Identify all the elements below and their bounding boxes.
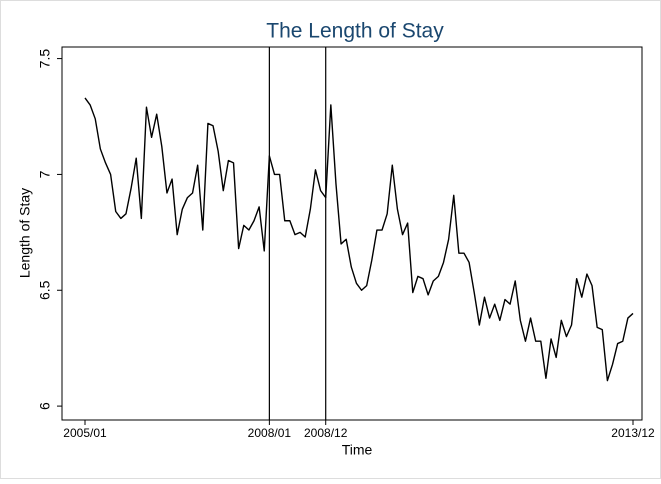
y-tick-label: 7: [37, 170, 53, 178]
y-tick-label: 7.5: [37, 49, 53, 69]
x-tick-label: 2005/01: [63, 426, 107, 440]
plot-frame: [61, 46, 643, 421]
x-axis-title: Time: [342, 442, 373, 458]
chart-title: The Length of Stay: [266, 20, 444, 43]
y-tick-label: 6: [37, 402, 53, 410]
x-tick-label: 2008/01: [248, 426, 292, 440]
y-axis-title: Length of Stay: [17, 188, 33, 278]
x-tick-label: 2013/12: [611, 426, 655, 440]
data-line: [84, 97, 634, 382]
x-tick-label: 2008/12: [304, 426, 348, 440]
y-tick-label: 6.5: [37, 280, 53, 300]
